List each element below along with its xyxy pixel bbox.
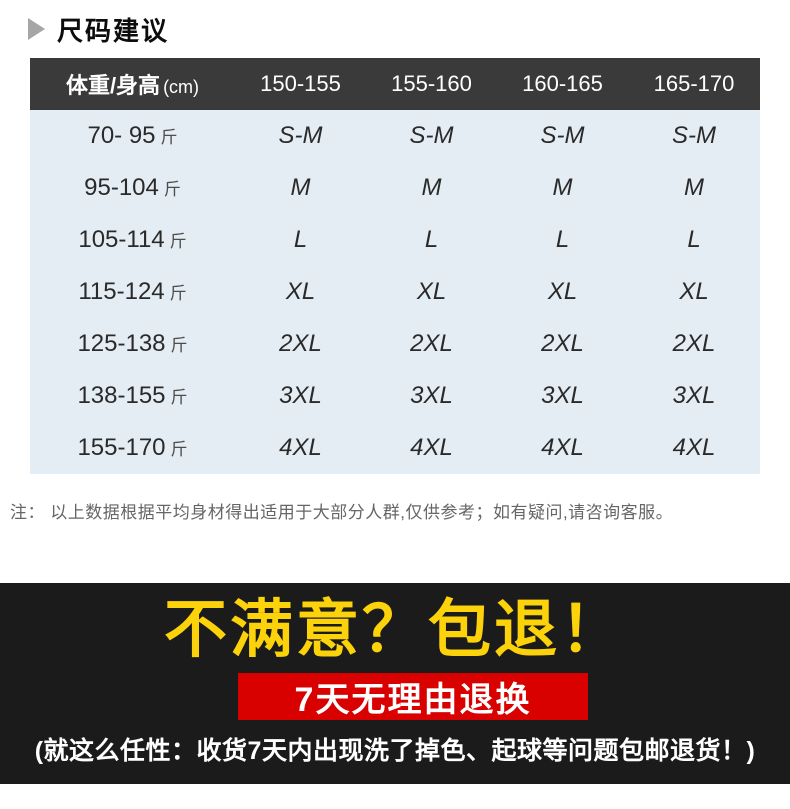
- weight-cell: 138-155 斤: [77, 382, 188, 409]
- table-row: 138-155 斤 3XL 3XL 3XL 3XL: [30, 370, 760, 422]
- size-cell: 3XL: [279, 382, 322, 409]
- size-cell: 2XL: [541, 330, 584, 357]
- weight-cell: 125-138 斤: [77, 330, 188, 357]
- jin-unit-label: 斤: [170, 388, 188, 407]
- jin-unit-label: 斤: [170, 336, 188, 355]
- size-cell: S-M: [672, 122, 716, 149]
- size-cell: 4XL: [672, 434, 716, 461]
- weight-cell: 70- 95 斤: [87, 122, 178, 149]
- size-cell: XL: [416, 278, 447, 305]
- jin-unit-label: 斤: [170, 440, 188, 459]
- disclaimer-note: 注： 以上数据根据平均身材得出适用于大部分人群,仅供参考；如有疑问,请咨询客服。: [10, 503, 674, 522]
- column-header-height-3: 160-165: [497, 58, 628, 110]
- cm-unit-label: (cm): [163, 77, 200, 97]
- table-row: 105-114 斤 L L L L: [30, 214, 760, 266]
- jin-unit-label: 斤: [169, 232, 187, 251]
- size-cell: XL: [547, 278, 578, 305]
- size-cell: L: [687, 226, 701, 253]
- size-cell: 3XL: [541, 382, 584, 409]
- size-cell: 3XL: [410, 382, 453, 409]
- size-chart-header: 体重/身高 (cm) 150-155 155-160 160-165 165-17…: [30, 58, 760, 110]
- size-cell: S-M: [278, 122, 323, 149]
- jin-unit-label: 斤: [169, 284, 187, 303]
- size-cell: XL: [285, 278, 316, 305]
- section-header: 尺码建议: [0, 0, 790, 46]
- size-cell: L: [424, 226, 439, 253]
- size-cell: M: [684, 174, 704, 201]
- size-cell: 3XL: [672, 382, 716, 409]
- weight-cell: 95-104 斤: [84, 174, 181, 201]
- size-cell: M: [552, 174, 573, 201]
- weight-height-label: 体重/身高: [65, 73, 161, 98]
- size-cell: M: [421, 174, 442, 201]
- size-cell: XL: [679, 278, 709, 305]
- column-header-weight-height: 体重/身高 (cm): [30, 58, 235, 110]
- table-row: 125-138 斤 2XL 2XL 2XL 2XL: [30, 318, 760, 370]
- size-cell: 4XL: [279, 434, 322, 461]
- table-row: 95-104 斤 M M M M: [30, 162, 760, 214]
- size-cell: 2XL: [410, 330, 453, 357]
- size-cell: M: [290, 174, 311, 201]
- size-cell: S-M: [409, 122, 454, 149]
- column-header-height-1: 150-155: [235, 58, 366, 110]
- column-header-height-4: 165-170: [628, 58, 760, 110]
- triangle-marker-icon: [28, 18, 45, 40]
- jin-unit-label: 斤: [163, 180, 181, 199]
- weight-cell: 115-124 斤: [78, 278, 187, 305]
- guarantee-banner: 不满意？包退！ 7天无理由退换 (就这么任性：收货7天内出现洗了掉色、起球等问题…: [0, 583, 790, 784]
- weight-cell: 155-170 斤: [77, 434, 188, 461]
- size-chart-table: 体重/身高 (cm) 150-155 155-160 160-165 165-17…: [30, 58, 760, 474]
- banner-headline: 不满意？包退！: [164, 595, 626, 665]
- weight-cell: 105-114 斤: [78, 226, 187, 253]
- section-title: 尺码建议: [57, 15, 170, 46]
- table-row: 70- 95 斤 S-M S-M S-M S-M: [30, 110, 760, 162]
- table-row: 155-170 斤 4XL 4XL 4XL 4XL: [30, 422, 760, 474]
- size-cell: L: [293, 226, 308, 253]
- table-row: 115-124 斤 XL XL XL XL: [30, 266, 760, 318]
- banner-subline: (就这么任性：收货7天内出现洗了掉色、起球等问题包邮退货！): [34, 737, 756, 766]
- size-cell: S-M: [540, 122, 585, 149]
- return-policy-badge: 7天无理由退换: [238, 673, 588, 721]
- size-cell: 4XL: [410, 434, 453, 461]
- column-header-height-2: 155-160: [366, 58, 497, 110]
- size-cell: L: [555, 226, 570, 253]
- header-row: 体重/身高 (cm) 150-155 155-160 160-165 165-17…: [30, 58, 760, 110]
- jin-unit-label: 斤: [160, 128, 178, 147]
- size-chart-body: 70- 95 斤 S-M S-M S-M S-M 95-104 斤 M M M M …: [30, 110, 760, 474]
- size-cell: 4XL: [541, 434, 584, 461]
- size-cell: 2XL: [672, 330, 716, 357]
- size-cell: 2XL: [279, 330, 322, 357]
